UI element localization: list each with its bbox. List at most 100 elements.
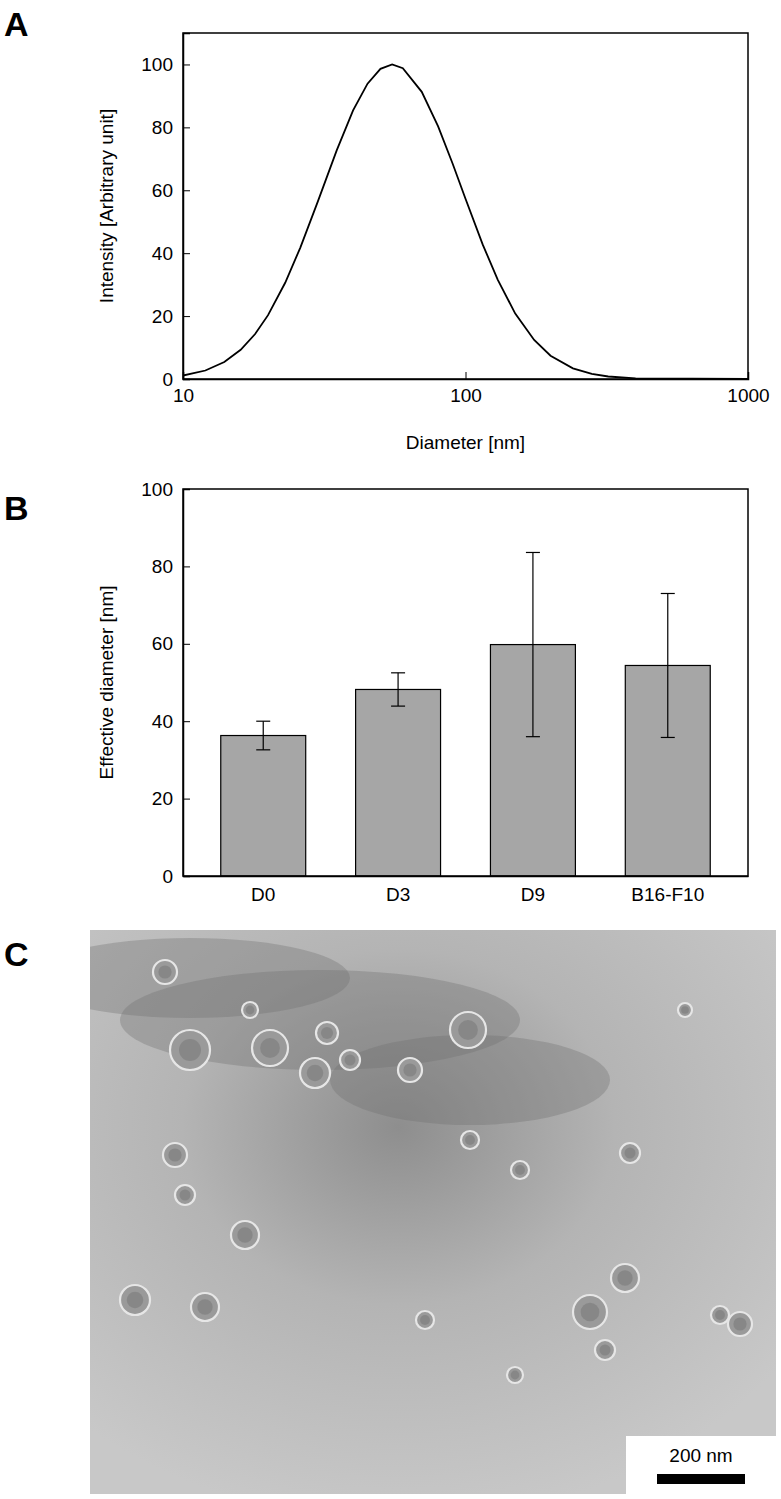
x-tick-label: 1000 <box>727 385 769 406</box>
x-tick: D3 <box>386 884 410 905</box>
error-line <box>667 593 668 737</box>
vesicle-core <box>600 1345 611 1356</box>
vesicle-core <box>625 1148 636 1159</box>
vesicle-core <box>515 1165 525 1175</box>
vesicle-core <box>197 1299 212 1314</box>
y-tick-label: 100 <box>141 479 173 500</box>
panel-label: A <box>4 5 29 43</box>
error-bar <box>256 721 270 750</box>
distribution-line <box>183 64 748 379</box>
vesicle-core <box>237 1227 252 1242</box>
x-tick-label: 100 <box>450 385 482 406</box>
vesicle <box>507 1367 523 1383</box>
vesicle-core <box>158 965 171 978</box>
vesicle-core <box>458 1020 478 1040</box>
vesicle <box>611 1264 639 1292</box>
y-tick: 40 <box>152 711 190 732</box>
y-tick-mark <box>183 644 190 645</box>
figure: 101001000020406080100Diameter [nm]Intens… <box>0 0 781 1499</box>
y-tick: 20 <box>152 306 190 327</box>
vesicle-core <box>127 1292 144 1309</box>
error-line <box>532 552 533 736</box>
vesicle-core <box>246 1006 255 1015</box>
vesicle <box>153 960 177 984</box>
vesicle-core <box>715 1310 725 1320</box>
vesicle-core <box>465 1135 475 1145</box>
vesicle-core <box>345 1055 356 1066</box>
y-tick-mark <box>183 799 190 800</box>
vesicle-core <box>307 1065 324 1082</box>
x-tick-label: D3 <box>386 884 410 905</box>
vesicle <box>300 1058 330 1088</box>
y-tick: 20 <box>152 788 190 809</box>
vesicle <box>340 1050 360 1070</box>
vesicle-core <box>179 1039 201 1061</box>
error-cap <box>661 593 675 594</box>
vesicle <box>242 1002 258 1018</box>
y-tick-mark <box>183 190 190 191</box>
y-tick-label: 0 <box>162 369 173 390</box>
panel-label: B <box>4 489 29 527</box>
y-tick-mark <box>183 721 190 722</box>
x-tick-label: D0 <box>251 884 275 905</box>
vesicle <box>252 1030 288 1066</box>
y-tick-label: 20 <box>152 306 173 327</box>
error-line <box>397 673 398 706</box>
y-tick: 60 <box>152 180 190 201</box>
y-tick-mark <box>183 566 190 567</box>
vesicle <box>316 1022 338 1044</box>
vesicle <box>573 1295 607 1329</box>
y-tick-label: 40 <box>152 243 173 264</box>
plot-frame <box>183 489 748 876</box>
vesicle-core <box>403 1063 416 1076</box>
y-tick: 80 <box>152 556 190 577</box>
bar <box>221 736 306 876</box>
y-tick-mark <box>183 316 190 317</box>
y-tick-label: 0 <box>162 866 173 887</box>
x-tick: 100 <box>450 372 482 406</box>
x-tick: D0 <box>251 884 275 905</box>
vesicle-core <box>321 1027 333 1039</box>
plot-frame <box>183 33 748 379</box>
error-bar <box>661 593 675 737</box>
panel-label: C <box>4 935 29 973</box>
x-axis: D0D3D9B16-F10 <box>184 877 749 906</box>
error-bar <box>526 552 540 736</box>
vesicle <box>511 1161 529 1179</box>
vesicle <box>175 1185 195 1205</box>
y-tick-label: 100 <box>141 54 173 75</box>
vesicle <box>728 1312 752 1336</box>
error-line <box>263 721 264 750</box>
y-tick-label: 20 <box>152 788 173 809</box>
error-cap <box>526 736 540 737</box>
vesicle <box>231 1221 259 1249</box>
y-tick-mark <box>183 127 190 128</box>
error-cap <box>256 721 270 722</box>
scale-bar-line <box>657 1474 745 1484</box>
vesicle <box>461 1131 479 1149</box>
vesicle <box>120 1285 150 1315</box>
vesicle-core <box>617 1270 632 1285</box>
y-tick: 80 <box>152 117 190 138</box>
vesicle <box>398 1058 422 1082</box>
vesicle <box>450 1012 486 1048</box>
plot-area <box>183 64 748 379</box>
vesicle-core <box>733 1317 746 1330</box>
x-tick-label: 10 <box>173 385 194 406</box>
scale-bar-label: 200 nm <box>669 1445 732 1466</box>
error-bar <box>391 673 405 706</box>
y-axis-title: Effective diameter [nm] <box>96 586 117 780</box>
error-cap <box>256 749 270 750</box>
plot-area <box>221 552 710 876</box>
y-tick-mark <box>183 64 190 65</box>
vesicle <box>678 1003 692 1017</box>
y-tick-label: 80 <box>152 556 173 577</box>
y-tick-label: 40 <box>152 711 173 732</box>
scale-bar: 200 nm <box>626 1436 776 1494</box>
vesicle-core <box>681 1006 689 1014</box>
vesicle-core <box>180 1190 191 1201</box>
x-tick-mark <box>466 372 467 379</box>
error-cap <box>391 672 405 673</box>
y-tick-label: 60 <box>152 633 173 654</box>
error-cap <box>391 706 405 707</box>
